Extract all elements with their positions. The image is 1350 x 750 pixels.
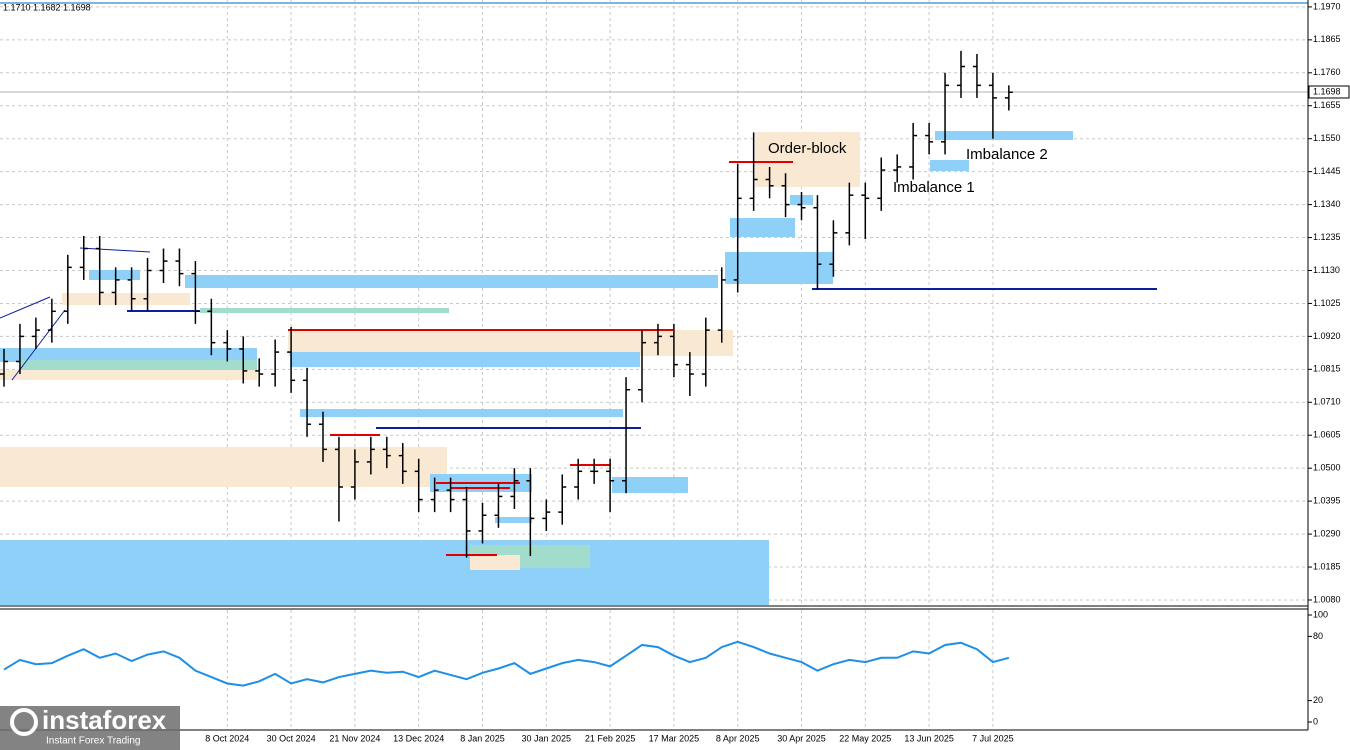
watermark-brand: instaforex	[42, 705, 167, 735]
trend-line	[0, 296, 51, 319]
x-tick-label: 13 Dec 2024	[393, 733, 444, 743]
zone	[62, 293, 190, 305]
zone	[470, 555, 520, 570]
x-tick-label: 7 Jul 2025	[972, 733, 1014, 743]
zone	[725, 252, 833, 284]
x-tick-label: 8 Apr 2025	[716, 733, 760, 743]
y-tick-label: 100	[1313, 609, 1328, 619]
x-tick-label: 21 Nov 2024	[329, 733, 380, 743]
zone	[0, 540, 769, 605]
y-tick-label: 1.0080	[1313, 594, 1341, 604]
y-tick-label: 1.1235	[1313, 232, 1341, 242]
header: 1.1710 1.1682 1.1698	[3, 2, 91, 12]
y-tick-label: 1.0920	[1313, 331, 1341, 341]
zone	[755, 132, 860, 187]
zone	[290, 352, 640, 367]
y-tick-label: 1.0185	[1313, 561, 1341, 571]
y-tick-label: 1.1445	[1313, 166, 1341, 176]
zone	[930, 160, 969, 171]
zone	[300, 409, 623, 417]
zone	[935, 131, 1073, 140]
zone	[0, 447, 447, 487]
zone	[0, 370, 257, 380]
annotation: Imbalance 2	[966, 146, 1048, 163]
price-tag: 1.1698	[1313, 86, 1341, 96]
y-tick-label: 1.1865	[1313, 34, 1341, 44]
x-tick-label: 8 Oct 2024	[205, 733, 249, 743]
x-tick-label: 22 May 2025	[839, 733, 891, 743]
y-tick-label: 1.0710	[1313, 397, 1341, 407]
x-tick-label: 8 Jan 2025	[460, 733, 505, 743]
y-tick-label: 1.0395	[1313, 496, 1341, 506]
zone	[0, 348, 257, 362]
annotation: Imbalance 1	[893, 179, 975, 196]
watermark-icon	[10, 708, 38, 736]
zone	[612, 477, 688, 493]
y-tick-label: 80	[1313, 631, 1323, 641]
zone	[20, 360, 257, 370]
zones	[0, 131, 1073, 605]
annotation: Order-block	[768, 140, 847, 157]
y-tick-label: 1.1130	[1313, 265, 1340, 275]
x-tick-label: 21 Feb 2025	[585, 733, 636, 743]
watermark: instaforex Instant Forex Trading	[0, 705, 180, 750]
price-tag-box	[1308, 85, 1350, 99]
y-tick-label: 1.1970	[1313, 1, 1341, 11]
zone	[730, 218, 795, 237]
zone	[185, 275, 718, 288]
y-tick-label: 1.0500	[1313, 463, 1341, 473]
y-tick-label: 1.1340	[1313, 199, 1341, 209]
y-tick-label: 1.0605	[1313, 430, 1341, 440]
indicator-line	[3, 640, 1010, 687]
x-tick-label: 30 Oct 2024	[267, 733, 316, 743]
y-tick-label: 1.1655	[1313, 100, 1341, 110]
zone	[288, 330, 733, 356]
y-tick-label: 1.0290	[1313, 528, 1341, 538]
levels	[0, 161, 1157, 556]
trend-line	[79, 247, 151, 253]
y-tick-label: 1.1025	[1313, 298, 1341, 308]
x-tick-label: 30 Jan 2025	[522, 733, 572, 743]
watermark-tagline: Instant Forex Trading	[46, 736, 141, 747]
x-tick-label: 17 Mar 2025	[649, 733, 700, 743]
zone	[89, 270, 140, 280]
trend-line	[11, 309, 66, 381]
y-tick-label: 1.1550	[1313, 133, 1341, 143]
x-tick-label: 30 Apr 2025	[777, 733, 826, 743]
zone	[200, 308, 449, 313]
y-tick-label: 1.0815	[1313, 364, 1341, 374]
zone	[495, 517, 532, 523]
x-tick-label: 13 Jun 2025	[904, 733, 954, 743]
y-tick-label: 20	[1313, 695, 1323, 705]
y-tick-label: 1.1760	[1313, 67, 1341, 77]
y-tick-label: 0	[1313, 716, 1318, 726]
